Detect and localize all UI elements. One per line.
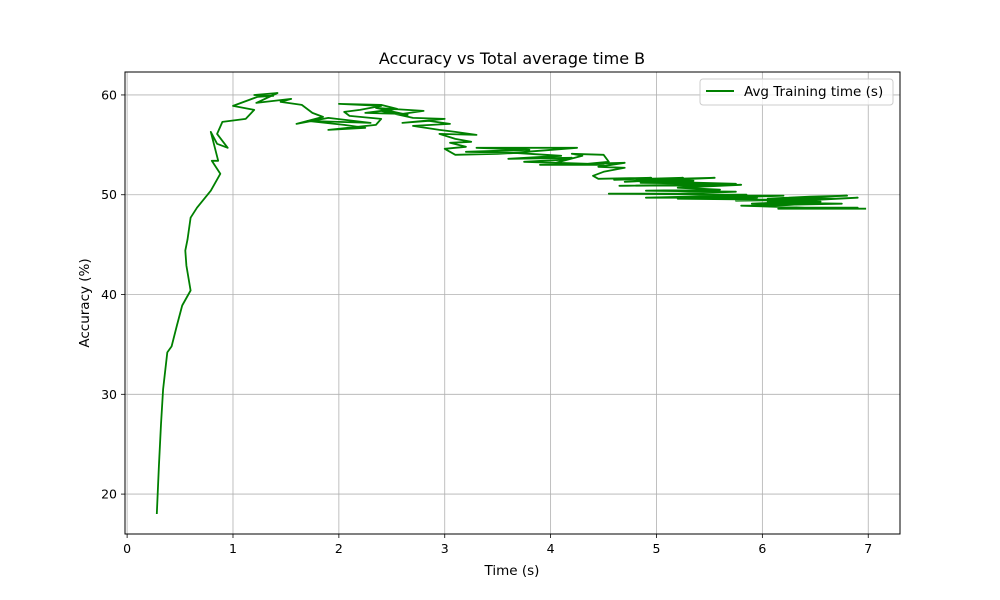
x-tick-label: 2 xyxy=(335,541,343,556)
y-tick-label: 60 xyxy=(101,87,117,102)
series-layer xyxy=(155,92,867,515)
y-tick-label: 50 xyxy=(101,187,117,202)
x-tick-label: 6 xyxy=(758,541,766,556)
x-tick-label: 4 xyxy=(547,541,555,556)
x-tick-label: 7 xyxy=(864,541,872,556)
x-tick-label: 3 xyxy=(441,541,449,556)
legend-label: Avg Training time (s) xyxy=(744,84,883,100)
y-gridlines xyxy=(125,94,900,495)
y-axis-label: Accuracy (%) xyxy=(77,258,93,347)
x-tick-label: 1 xyxy=(229,541,237,556)
y-tick-label: 20 xyxy=(101,487,117,502)
x-tick-label: 0 xyxy=(123,541,131,556)
y-tick-label: 40 xyxy=(101,287,117,302)
legend: Avg Training time (s) xyxy=(699,78,894,106)
x-axis-label: Time (s) xyxy=(484,563,540,579)
y-tick-label: 30 xyxy=(101,387,117,402)
x-tick-label: 5 xyxy=(653,541,661,556)
legend-box xyxy=(699,78,894,106)
chart-title: Accuracy vs Total average time B xyxy=(379,49,645,68)
x-axis-ticks: 0 1 2 3 4 5 6 7 xyxy=(123,534,872,556)
plot-area-border xyxy=(124,71,901,535)
y-axis-ticks: 20 30 40 50 60 xyxy=(101,87,125,502)
series-line xyxy=(155,92,867,515)
